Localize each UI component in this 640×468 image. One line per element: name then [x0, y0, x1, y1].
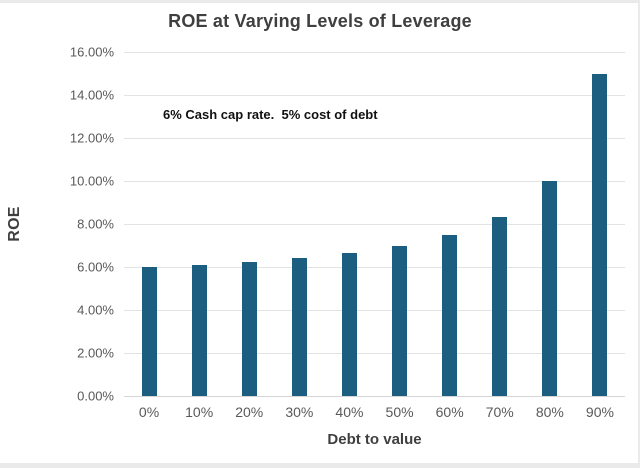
y-tick-label: 16.00% [69, 44, 114, 60]
y-tick-label: 2.00% [77, 345, 114, 361]
window-edge-right [638, 0, 640, 468]
bar-30% [291, 257, 307, 396]
x-axis-title: Debt to value [327, 431, 422, 448]
gridline [124, 52, 625, 53]
y-tick-label: 6.00% [77, 259, 114, 275]
x-tick-label: 50% [385, 404, 414, 420]
x-tick-label: 40% [335, 404, 364, 420]
gridline [124, 181, 625, 182]
x-tick-label: 90% [585, 404, 614, 420]
bar-50% [392, 245, 408, 396]
y-tick-label: 0.00% [77, 388, 114, 404]
x-tick-label: 0% [138, 404, 160, 420]
bar-80% [542, 181, 558, 396]
x-tick-label: 80% [535, 404, 564, 420]
y-tick-label: 4.00% [77, 302, 114, 318]
chart-title: ROE at Varying Levels of Leverage [168, 11, 472, 31]
x-tick-label: 30% [285, 404, 314, 420]
bar-90% [592, 73, 608, 396]
gridline [124, 310, 625, 311]
y-tick-label: 8.00% [77, 216, 114, 232]
x-tick-label: 20% [235, 404, 264, 420]
bar-40% [341, 252, 357, 396]
x-tick-label: 10% [185, 404, 214, 420]
y-tick-label: 14.00% [69, 87, 114, 103]
bar-20% [241, 261, 257, 396]
window-edge-top [0, 0, 640, 3]
bar-0% [141, 267, 157, 396]
x-axis-line [124, 396, 625, 397]
window-edge-bottom [0, 463, 640, 468]
y-tick-label: 12.00% [69, 130, 114, 146]
gridline [124, 353, 625, 354]
bar-60% [442, 234, 458, 396]
y-tick-label: 10.00% [69, 173, 114, 189]
bar-10% [191, 264, 207, 396]
gridline [124, 138, 625, 139]
gridline [124, 267, 625, 268]
x-tick-label: 70% [485, 404, 514, 420]
gridline [124, 95, 625, 96]
x-tick-label: 60% [435, 404, 464, 420]
chart-annotation: 6% Cash cap rate. 5% cost of debt [163, 107, 378, 122]
gridline [124, 224, 625, 225]
plot-area [124, 52, 625, 397]
bar-70% [492, 216, 508, 396]
